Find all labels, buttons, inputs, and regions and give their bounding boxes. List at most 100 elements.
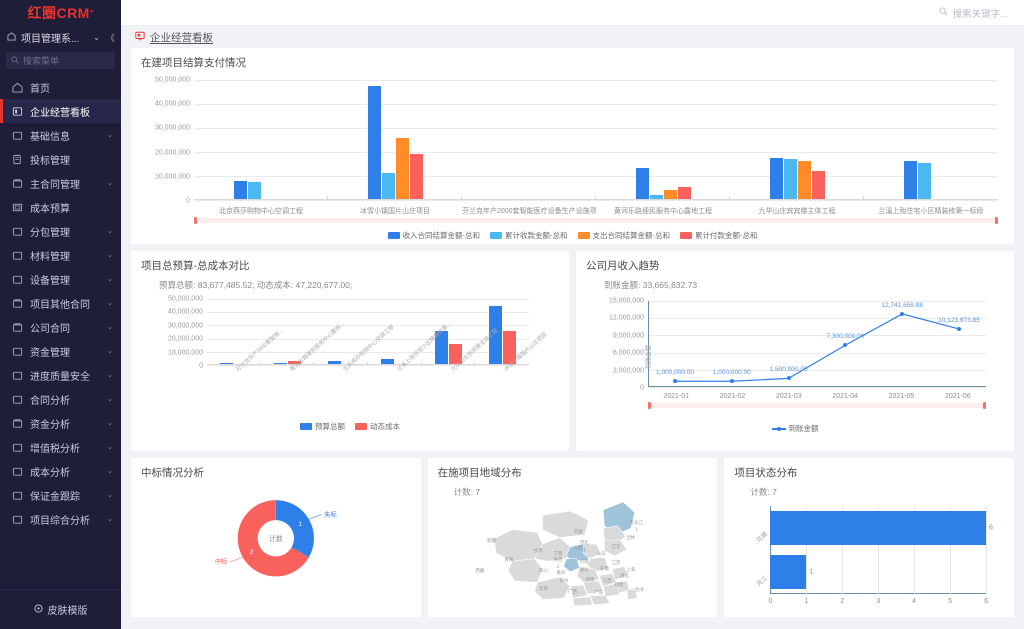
data-point[interactable]: [673, 379, 678, 384]
sidebar-item-9[interactable]: 设备管理 ⌄: [0, 267, 121, 291]
sidebar-item-11[interactable]: 公司合同 ⌄: [0, 315, 121, 339]
bar[interactable]: [274, 362, 287, 365]
map-province[interactable]: [576, 567, 600, 583]
status-x-axis: 0 1 2 3 4 5 6: [768, 598, 988, 608]
sidebar-item-13[interactable]: 进度质量安全 ⌄: [0, 363, 121, 387]
map-province[interactable]: [541, 510, 589, 538]
sidebar-search[interactable]: 搜索菜单: [6, 52, 115, 69]
sidebar-item-15[interactable]: 资金分析 ⌄: [0, 411, 121, 435]
map-province[interactable]: [582, 543, 601, 559]
slice-value: 1: [298, 521, 302, 528]
x-tick-label: 兰溪上殆住宅小区精装修第一标段: [878, 208, 984, 215]
bar[interactable]: [233, 180, 247, 200]
income-subtitle: 到账金额: 33,665,632.73: [604, 280, 698, 290]
bar[interactable]: [288, 361, 301, 365]
project-selector[interactable]: 项目管理系... ⌄ 《: [0, 26, 121, 48]
global-search[interactable]: 搜索关键字...: [939, 6, 1008, 20]
sidebar-item-4[interactable]: 投标管理: [0, 147, 121, 171]
legend-item[interactable]: 累计收款金额-总和: [490, 230, 568, 241]
bar[interactable]: [903, 160, 917, 200]
bar[interactable]: [770, 511, 987, 545]
data-point[interactable]: [729, 379, 734, 384]
bar[interactable]: [449, 344, 463, 365]
sidebar-item-5[interactable]: 主合同管理 ⌄: [0, 171, 121, 195]
bar-group: [194, 80, 328, 200]
bar[interactable]: [381, 358, 395, 365]
sidebar-item-7[interactable]: 分包管理 ⌄: [0, 219, 121, 243]
map-province[interactable]: [602, 583, 621, 598]
x-tick-label: 黄河乐路便民服务中心露地工程: [614, 208, 712, 215]
map-province[interactable]: [589, 595, 610, 606]
bar[interactable]: [770, 555, 807, 589]
legend-item[interactable]: 收入合同结算金额-总和: [387, 230, 480, 241]
map-province[interactable]: [569, 584, 588, 599]
sidebar-item-6[interactable]: 成本预算: [0, 195, 121, 219]
income-scrollbar[interactable]: [648, 402, 986, 409]
sidebar-item-1[interactable]: 首页: [0, 75, 121, 99]
settlement-title: 在建项目结算支付情况: [141, 57, 246, 69]
skin-template-button[interactable]: 皮肤模版: [0, 589, 121, 629]
data-point[interactable]: [900, 311, 905, 316]
bar[interactable]: [635, 167, 649, 200]
chevron-down-icon: ⌄: [107, 324, 113, 331]
map-province[interactable]: [562, 558, 580, 573]
sidebar-item-17[interactable]: 成本分析 ⌄: [0, 459, 121, 483]
bar[interactable]: [247, 181, 261, 200]
map-province[interactable]: [572, 596, 593, 607]
bar[interactable]: [917, 163, 931, 200]
sidebar-item-16[interactable]: 增值税分析 ⌄: [0, 435, 121, 459]
sidebar-item-19[interactable]: 项目综合分析 ⌄: [0, 507, 121, 531]
sidebar-item-14[interactable]: 合同分析 ⌄: [0, 387, 121, 411]
map-province-label: 江苏: [611, 559, 621, 565]
settlement-scrollbar[interactable]: [194, 217, 998, 224]
bar[interactable]: [649, 195, 663, 200]
x-tick-label: 6: [984, 598, 988, 605]
legend-item[interactable]: 预算总额: [300, 421, 345, 432]
bar[interactable]: [677, 187, 691, 200]
bar[interactable]: [327, 361, 341, 365]
map-province[interactable]: [603, 539, 627, 557]
sidebar-item-8[interactable]: 材料管理 ⌄: [0, 243, 121, 267]
bar[interactable]: [797, 160, 811, 200]
map-province[interactable]: [611, 566, 629, 581]
budget-card: 项目总预算-总成本对比 预算总额: 83,677,485.52; 动态成本: 4…: [131, 251, 569, 451]
bar[interactable]: [811, 171, 825, 200]
map-province[interactable]: [586, 557, 609, 573]
map-province[interactable]: [626, 588, 638, 600]
legend-item[interactable]: 到账金额: [771, 423, 819, 434]
sidebar-item-2[interactable]: 企业经营看板: [0, 99, 121, 123]
bar[interactable]: [488, 306, 502, 365]
bar[interactable]: [435, 330, 449, 365]
bar[interactable]: [502, 330, 516, 365]
chevron-down-icon: ⌄: [107, 300, 113, 307]
bar[interactable]: [409, 153, 423, 200]
bar[interactable]: [381, 172, 395, 200]
x-tick-label: 2021-01: [663, 393, 690, 400]
map-province[interactable]: [582, 580, 604, 595]
data-point[interactable]: [956, 326, 961, 331]
brand-logo[interactable]: 红圈CRM °: [0, 0, 121, 26]
bar[interactable]: [663, 190, 677, 200]
y-tick-label: 10,000,000: [154, 173, 190, 181]
pie-slice[interactable]: [237, 500, 309, 577]
map-province[interactable]: [602, 525, 626, 545]
pie-slice[interactable]: [275, 500, 314, 558]
gridline: 3,000,000: [613, 367, 986, 374]
data-point[interactable]: [843, 343, 848, 348]
legend-item[interactable]: 累计付款金额-总和: [680, 230, 758, 241]
data-point[interactable]: [786, 376, 791, 381]
legend-item[interactable]: 动态成本: [355, 421, 400, 432]
sidebar-item-label: 资金管理: [30, 347, 70, 359]
sidebar-item-18[interactable]: 保证金跟踪 ⌄: [0, 483, 121, 507]
sidebar-item-12[interactable]: 资金管理 ⌄: [0, 339, 121, 363]
map-province[interactable]: [534, 576, 571, 600]
bar[interactable]: [783, 159, 797, 200]
sidebar-item-3[interactable]: 基础信息 ⌄: [0, 123, 121, 147]
bar[interactable]: [769, 158, 783, 200]
bar[interactable]: [367, 86, 381, 200]
map-province[interactable]: [493, 529, 543, 562]
bar[interactable]: [395, 138, 409, 200]
sidebar-item-10[interactable]: 项目其他合同 ⌄: [0, 291, 121, 315]
collapse-icon[interactable]: 《: [105, 32, 115, 43]
legend-item[interactable]: 支出合同结算金额-总和: [577, 230, 670, 241]
